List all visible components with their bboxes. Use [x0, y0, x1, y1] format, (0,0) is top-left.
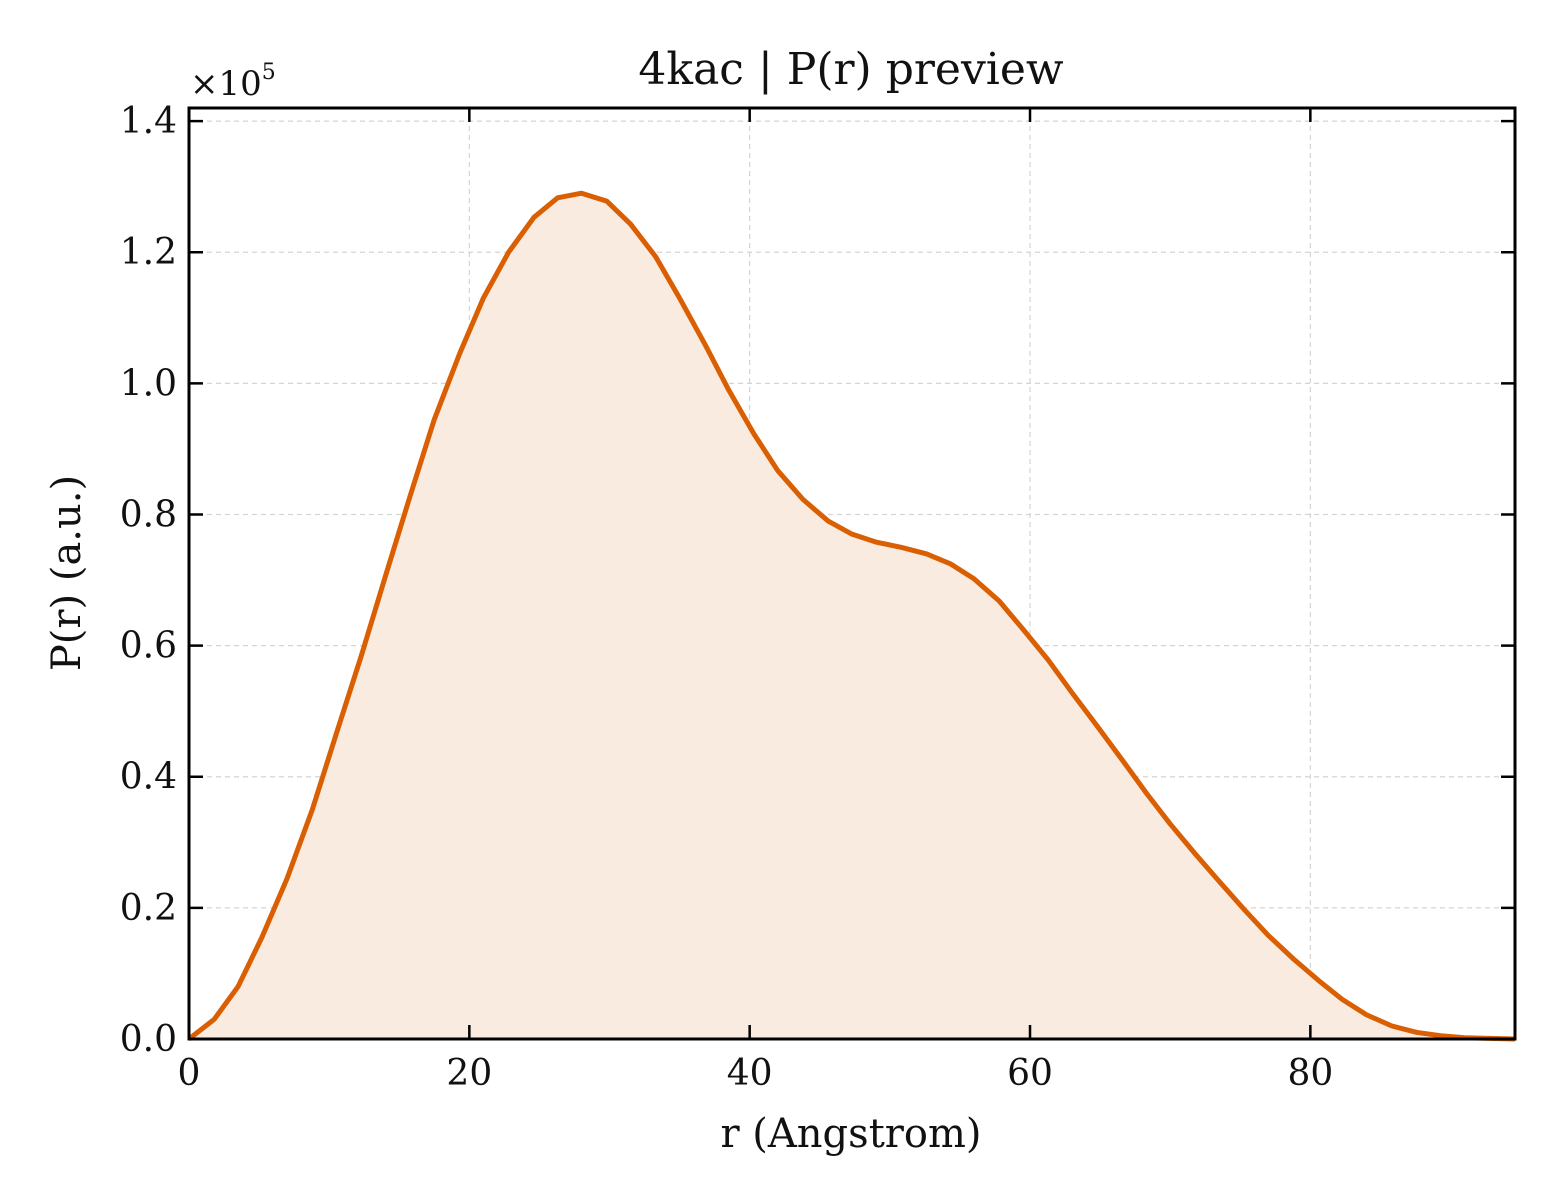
pr-curve-line [187, 190, 1516, 1042]
x-axis-label: r (Angstrom) [720, 1111, 981, 1157]
y-offset-base: ×10 [190, 64, 262, 104]
y-tick-label: 0.8 [120, 494, 177, 535]
y-tick-label: 1.2 [120, 232, 177, 273]
y-tick-label: 0.2 [120, 888, 177, 929]
pr-area-fill [189, 193, 1515, 1040]
y-offset-exponent: 5 [262, 60, 276, 85]
chart-title: 4kac | P(r) preview [638, 44, 1063, 95]
y-tick-label: 1.4 [120, 101, 177, 142]
x-tick-label: 80 [1287, 1053, 1333, 1094]
tick-layer: 0 20 40 60 80 0.0 0.2 0.4 0.6 0.8 1.0 1.2 1.4 [120, 101, 1515, 1094]
y-axis-label: P(r) (a.u.) [44, 475, 90, 671]
x-tick-label: 40 [727, 1053, 773, 1094]
x-tick-label: 20 [446, 1053, 492, 1094]
x-tick-label: 60 [1007, 1053, 1053, 1094]
y-tick-label: 1.0 [120, 363, 177, 404]
y-tick-label: 0.0 [120, 1019, 177, 1060]
x-tick-label: 0 [178, 1053, 201, 1094]
plot-frame [187, 106, 1517, 1041]
y-tick-label: 0.4 [120, 757, 177, 798]
y-tick-label: 0.6 [120, 626, 177, 667]
y-axis-offset-label: ×105 [190, 60, 276, 104]
